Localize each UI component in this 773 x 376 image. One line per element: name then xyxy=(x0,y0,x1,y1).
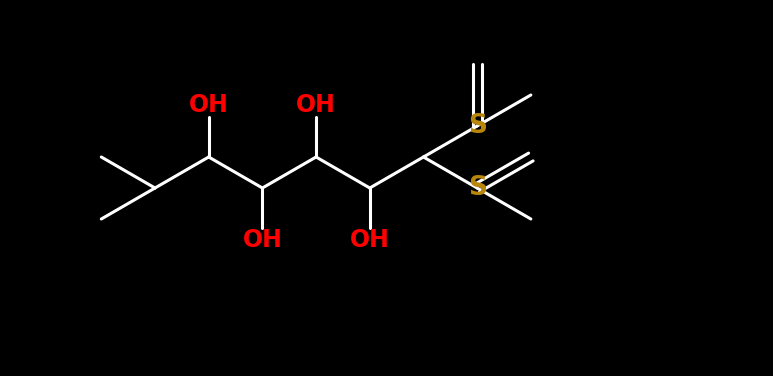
Text: S: S xyxy=(468,113,487,139)
Text: OH: OH xyxy=(350,228,390,252)
Text: S: S xyxy=(468,175,487,201)
Text: OH: OH xyxy=(296,93,336,117)
Text: OH: OH xyxy=(243,228,282,252)
Text: OH: OH xyxy=(189,93,229,117)
